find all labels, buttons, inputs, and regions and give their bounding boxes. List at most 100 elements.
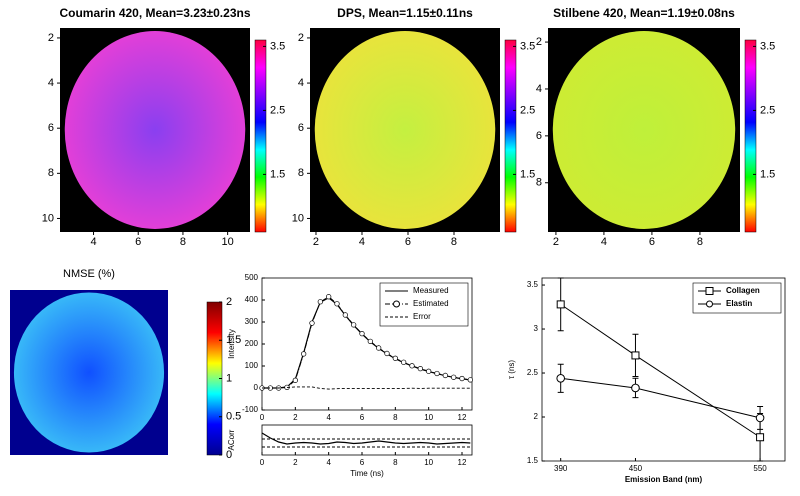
marker [351,322,357,328]
plot-frame [541,277,786,462]
colorbar-tick-label: 1 [226,372,232,384]
legend-label: Estimated [413,299,449,308]
y-tick-label: 500 [245,273,259,282]
plot-frame [261,424,473,456]
y-tick-label: 400 [245,295,259,304]
colorbar-tick-label: 2.5 [270,104,285,116]
x-tick-label: 2 [293,413,298,422]
marker [756,433,765,442]
marker [556,373,565,383]
x-tick-label: 4 [90,236,96,248]
y-tick-label: 3 [534,324,539,333]
marker [755,413,765,423]
legend-label: Measured [413,286,449,295]
marker [367,338,373,345]
marker [556,300,565,309]
panel-title: NMSE (%) [63,268,115,280]
panel-title: Stilbene 420, Mean=1.19±0.08ns [553,6,735,20]
x-axis-label: Time (ns) [350,469,384,478]
y-tick-label: 4 [298,77,304,89]
y-tick-label: 8 [298,167,304,179]
marker [326,294,332,300]
colorbar-tick-label: 2 [226,296,232,308]
marker [401,359,407,365]
x-tick-label: 12 [458,458,467,467]
colorbar-tick-label: 1.5 [760,168,775,180]
x-axis-label: Emission Band (nm) [625,475,703,484]
series-line [560,303,761,438]
y-tick-label: 200 [245,339,259,348]
colorbar-tick-label: 2.5 [760,104,775,116]
y-tick-label: 2 [298,32,304,44]
marker [292,377,298,383]
y-tick-label: 10 [42,212,54,224]
colorbar [504,39,517,233]
legend-marker [393,300,400,308]
colorbar-tick-label: 2.5 [520,104,535,116]
x-tick-label: 4 [326,458,331,467]
sample-disk [64,31,246,229]
y-tick-label: 6 [536,130,542,142]
colorbar-tick-label: 0 [226,449,232,461]
panel-title: DPS, Mean=1.15±0.11ns [337,6,473,20]
y-tick-label: 2 [536,36,542,48]
x-tick-label: 550 [753,464,767,473]
series-line [262,386,471,390]
x-tick-label: 450 [629,464,643,473]
marker [442,372,448,379]
colorbar-tick-label: 1.5 [226,334,241,346]
colorbar-tick-label: 1.5 [520,168,535,180]
colorbar [744,39,757,233]
x-tick-label: 4 [601,236,607,248]
legend-marker [705,287,714,295]
marker [317,299,323,305]
y-tick-label: 100 [245,361,259,370]
y-tick-label: 4 [48,77,54,89]
x-tick-label: 4 [359,236,365,248]
y-tick-label: 10 [292,212,304,224]
colorbar-tick-label: 1.5 [270,168,285,180]
x-tick-label: 8 [180,236,186,248]
y-axis-label: τ (ns) [507,360,516,379]
x-tick-label: 8 [393,458,398,467]
x-tick-label: 4 [326,413,331,422]
panel-title: Coumarin 420, Mean=3.23±0.23ns [59,6,250,20]
series-line [261,432,471,445]
x-tick-label: 2 [553,236,559,248]
x-tick-label: 8 [393,413,398,422]
y-axis-label: Intensity [227,329,236,359]
x-tick-label: 2 [293,458,298,467]
series-line [560,377,761,419]
marker [384,350,390,357]
marker [392,355,398,361]
legend-label: Error [413,312,431,321]
x-tick-label: 0 [260,413,265,422]
colorbar-tick-label: 3.5 [270,40,285,52]
y-tick-label: 3.5 [527,280,539,289]
y-tick-label: 0 [254,383,259,392]
colorbar-tick-label: 0.5 [226,411,241,423]
sample-disk [552,31,736,229]
y-tick-label: 300 [245,317,259,326]
x-tick-label: 6 [360,458,365,467]
y-tick-label: 2 [534,412,539,421]
x-tick-label: 6 [135,236,141,248]
x-tick-label: 6 [360,413,365,422]
x-tick-label: 2 [313,236,319,248]
marker [334,301,340,307]
y-axis-label: ACorr [227,429,236,450]
marker [426,368,432,374]
x-tick-label: 12 [458,413,467,422]
x-tick-label: 6 [405,236,411,248]
marker [376,345,382,351]
x-tick-label: 6 [649,236,655,248]
y-tick-label: 8 [536,177,542,189]
colorbar-tick-label: 3.5 [520,40,535,52]
x-tick-label: 10 [424,458,433,467]
marker [301,351,307,357]
sample-disk [314,31,496,229]
x-tick-label: 10 [222,236,234,248]
x-tick-label: 8 [451,236,457,248]
marker [409,363,415,369]
